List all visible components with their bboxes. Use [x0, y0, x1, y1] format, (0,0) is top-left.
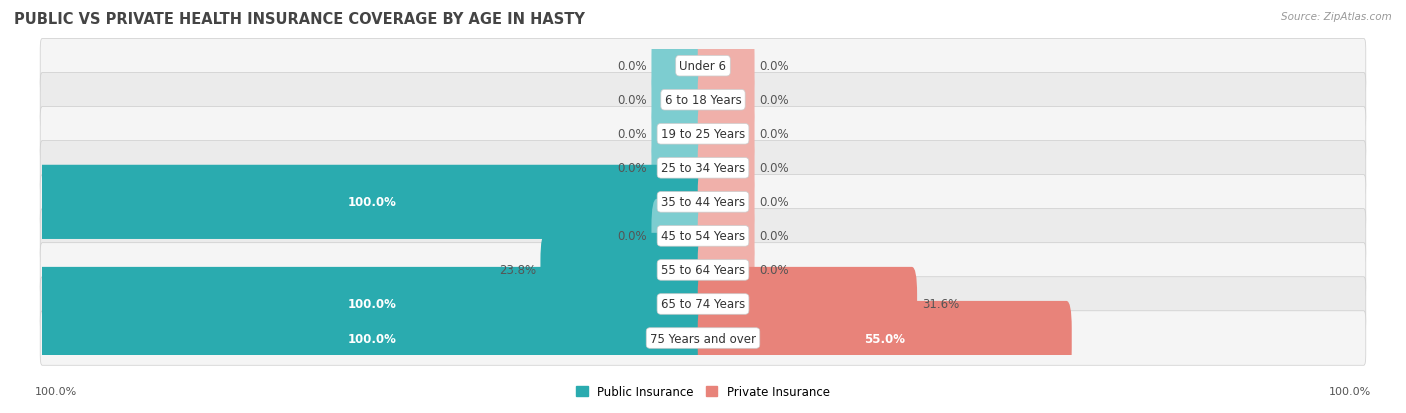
FancyBboxPatch shape: [697, 233, 755, 307]
Text: Source: ZipAtlas.com: Source: ZipAtlas.com: [1281, 12, 1392, 22]
Text: 100.0%: 100.0%: [349, 196, 396, 209]
FancyBboxPatch shape: [41, 311, 1365, 366]
Legend: Public Insurance, Private Insurance: Public Insurance, Private Insurance: [571, 381, 835, 403]
FancyBboxPatch shape: [37, 165, 709, 240]
Text: 100.0%: 100.0%: [349, 332, 396, 345]
Text: 23.8%: 23.8%: [499, 264, 536, 277]
Text: 100.0%: 100.0%: [349, 298, 396, 311]
Text: 0.0%: 0.0%: [759, 94, 789, 107]
FancyBboxPatch shape: [41, 175, 1365, 230]
Text: 75 Years and over: 75 Years and over: [650, 332, 756, 345]
Text: 0.0%: 0.0%: [617, 94, 647, 107]
FancyBboxPatch shape: [651, 131, 709, 205]
FancyBboxPatch shape: [697, 97, 755, 171]
FancyBboxPatch shape: [41, 107, 1365, 161]
FancyBboxPatch shape: [41, 277, 1365, 331]
FancyBboxPatch shape: [41, 141, 1365, 196]
Text: 65 to 74 Years: 65 to 74 Years: [661, 298, 745, 311]
FancyBboxPatch shape: [697, 29, 755, 104]
Text: 35 to 44 Years: 35 to 44 Years: [661, 196, 745, 209]
FancyBboxPatch shape: [697, 199, 755, 273]
FancyBboxPatch shape: [697, 131, 755, 205]
FancyBboxPatch shape: [697, 301, 1071, 375]
Text: 0.0%: 0.0%: [759, 196, 789, 209]
Text: 0.0%: 0.0%: [617, 60, 647, 73]
Text: Under 6: Under 6: [679, 60, 727, 73]
Text: 0.0%: 0.0%: [759, 128, 789, 141]
Text: 6 to 18 Years: 6 to 18 Years: [665, 94, 741, 107]
Text: 55 to 64 Years: 55 to 64 Years: [661, 264, 745, 277]
FancyBboxPatch shape: [41, 39, 1365, 94]
FancyBboxPatch shape: [41, 209, 1365, 263]
Text: 0.0%: 0.0%: [759, 264, 789, 277]
Text: PUBLIC VS PRIVATE HEALTH INSURANCE COVERAGE BY AGE IN HASTY: PUBLIC VS PRIVATE HEALTH INSURANCE COVER…: [14, 12, 585, 27]
FancyBboxPatch shape: [697, 267, 917, 341]
Text: 0.0%: 0.0%: [759, 162, 789, 175]
Text: 0.0%: 0.0%: [617, 162, 647, 175]
Text: 25 to 34 Years: 25 to 34 Years: [661, 162, 745, 175]
Text: 100.0%: 100.0%: [1329, 387, 1371, 396]
FancyBboxPatch shape: [651, 199, 709, 273]
Text: 100.0%: 100.0%: [35, 387, 77, 396]
FancyBboxPatch shape: [651, 29, 709, 104]
Text: 0.0%: 0.0%: [617, 230, 647, 243]
Text: 0.0%: 0.0%: [759, 60, 789, 73]
FancyBboxPatch shape: [651, 97, 709, 171]
Text: 0.0%: 0.0%: [617, 128, 647, 141]
Text: 0.0%: 0.0%: [759, 230, 789, 243]
Text: 31.6%: 31.6%: [922, 298, 959, 311]
Text: 55.0%: 55.0%: [865, 332, 905, 345]
FancyBboxPatch shape: [540, 233, 709, 307]
FancyBboxPatch shape: [697, 165, 755, 240]
FancyBboxPatch shape: [37, 301, 709, 375]
FancyBboxPatch shape: [651, 64, 709, 138]
Text: 19 to 25 Years: 19 to 25 Years: [661, 128, 745, 141]
FancyBboxPatch shape: [697, 64, 755, 138]
FancyBboxPatch shape: [41, 243, 1365, 297]
FancyBboxPatch shape: [37, 267, 709, 341]
FancyBboxPatch shape: [41, 74, 1365, 128]
Text: 45 to 54 Years: 45 to 54 Years: [661, 230, 745, 243]
